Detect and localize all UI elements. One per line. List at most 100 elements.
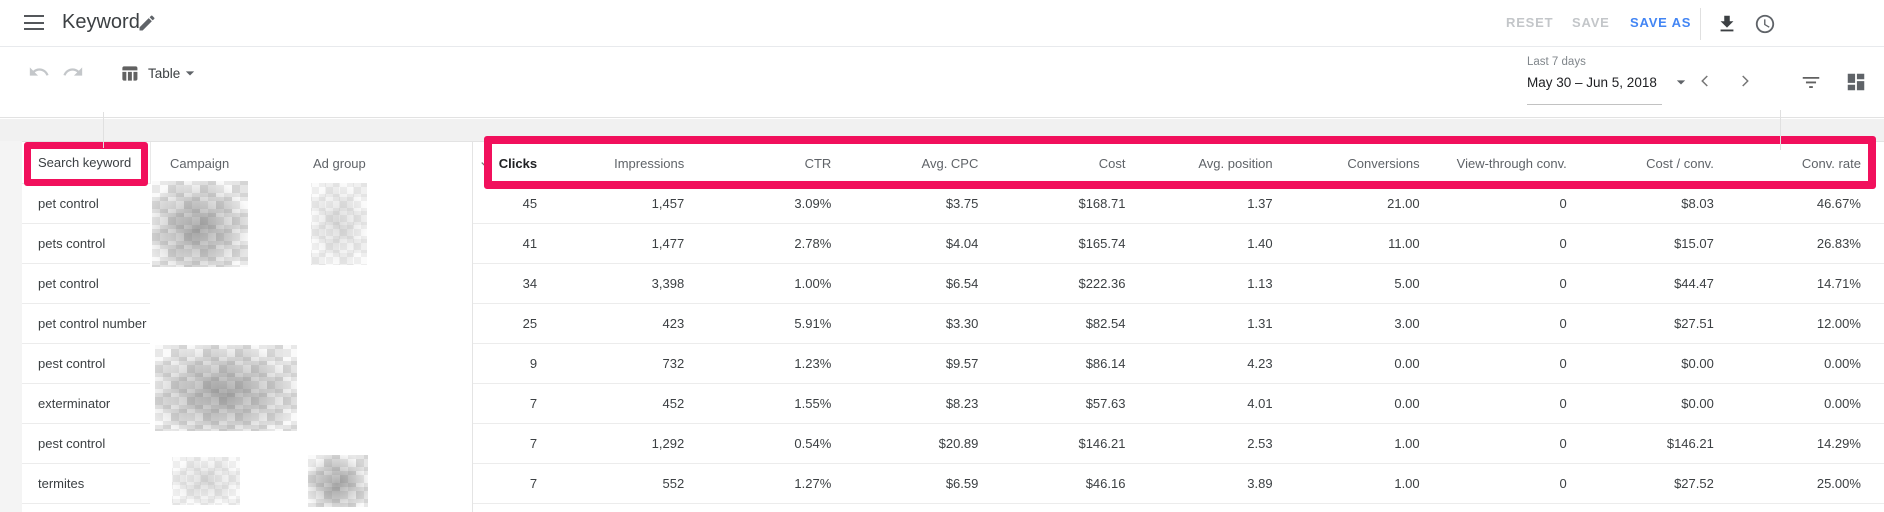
column-header-impressions[interactable]: Impressions [614,155,685,171]
metric-cell: $6.59 [945,476,979,491]
toolbar: Table Last 7 days May 30 – Jun 5, 2018 [0,48,1884,150]
metric-cell: $27.52 [1674,476,1714,491]
redaction-blur-ad-group-3 [308,455,368,507]
column-header-ctr[interactable]: CTR [804,155,832,171]
metric-cell: 1.00 [1394,436,1420,451]
metric-cell: 0.00% [1824,356,1861,371]
metric-cell: 1.13 [1247,276,1273,291]
metric-cell: 0 [1559,476,1567,491]
keyword-cell[interactable]: pets control [38,236,106,251]
date-preset-label: Last 7 days [1527,56,1586,68]
metric-cell: 25 [522,316,538,331]
metric-cell: $15.07 [1674,236,1714,251]
metric-cell: $0.00 [1681,356,1714,371]
keyword-cell[interactable]: pet control [38,276,99,291]
view-picker-dropdown[interactable]: Table [120,58,209,88]
keyword-cell[interactable]: termites [38,476,85,491]
metric-cell: $46.16 [1085,476,1126,491]
metric-cell: 0 [1559,436,1567,451]
metric-cell: 3.00 [1394,316,1420,331]
column-header-view-through-conv[interactable]: View-through conv. [1456,155,1567,171]
table-row: pest control 7 1,292 0.54% $20.89 $146.21 2.53… [22,424,1884,464]
column-header-avg-position[interactable]: Avg. position [1198,155,1273,171]
metric-cell: 0 [1559,356,1567,371]
column-header-conversions[interactable]: Conversions [1347,155,1420,171]
metric-cell: 46.67% [1816,196,1861,211]
metric-cell: 11.00 [1388,236,1420,251]
metric-cell: 12.00% [1816,316,1861,331]
metric-cell: 3,398 [651,276,685,291]
redaction-cover [150,184,472,512]
table-row: exterminator 7 452 1.55% $8.23 $57.63 4.01 0.00… [22,384,1884,424]
metric-cell: 0.54% [794,436,832,451]
keyword-cell[interactable]: pet control number [38,316,147,331]
metric-cell: $8.23 [945,396,979,411]
metric-cell: 1.00 [1394,476,1420,491]
edit-icon[interactable] [137,13,157,33]
download-icon[interactable] [1716,13,1738,35]
metric-cell: 452 [662,396,685,411]
appbar-divider [1700,8,1701,40]
save-as-button[interactable]: SAVE AS [1630,15,1692,30]
metric-cell: $86.14 [1085,356,1126,371]
metric-cell: $57.63 [1085,396,1126,411]
metric-cell: 1,292 [651,436,685,451]
table-view-icon [122,65,138,81]
metric-cell: 1.27% [794,476,832,491]
filter-icon[interactable] [1800,71,1822,93]
metric-cell: 0 [1559,196,1567,211]
content-area: Search keyword Campaign Ad group Clicks … [0,141,1884,512]
metric-cell: 3.89 [1247,476,1273,491]
chevron-down-icon [186,71,195,76]
redo-icon[interactable] [62,61,84,83]
undo-icon[interactable] [28,61,50,83]
column-header-ad-group[interactable]: Ad group [313,155,366,171]
metric-cell: 9 [529,356,538,371]
metric-cell: $222.36 [1078,276,1126,291]
reset-button[interactable]: RESET [1506,15,1554,30]
table-row: pet control 34 3,398 1.00% $6.54 $222.36 1.13 5… [22,264,1884,304]
metric-cell: 7 [529,396,538,411]
metric-cell: 0.00% [1824,396,1861,411]
metric-cell: $165.74 [1078,236,1126,251]
save-button[interactable]: SAVE [1572,15,1610,30]
metrics-column-divider [472,142,473,512]
column-header-conv-rate[interactable]: Conv. rate [1801,155,1861,171]
page-title: Keyword [62,11,140,33]
history-icon[interactable] [1754,13,1776,35]
metric-cell: 1.37 [1247,196,1273,211]
column-header-campaign[interactable]: Campaign [170,155,230,171]
sort-descending-icon [481,158,491,168]
previous-period-icon[interactable] [1694,70,1716,92]
column-header-cost[interactable]: Cost [1098,155,1126,171]
table-header-row: Search keyword Campaign Ad group Clicks … [22,142,1884,184]
column-header-cost-per-conv[interactable]: Cost / conv. [1646,155,1714,171]
keyword-cell[interactable]: pest control [38,356,106,371]
metric-cell: $6.54 [945,276,979,291]
metric-cell: 1.23% [794,356,832,371]
metric-cell: 0 [1559,316,1567,331]
columns-icon[interactable] [1845,71,1867,93]
metric-cell: $168.71 [1078,196,1126,211]
metric-cell: $20.89 [938,436,979,451]
view-picker-label: Table [148,65,181,81]
metric-cell: 1.40 [1247,236,1273,251]
keyword-cell[interactable]: exterminator [38,396,111,411]
metric-cell: $3.75 [945,196,979,211]
date-range-picker[interactable]: Last 7 days May 30 – Jun 5, 2018 [1527,56,1691,92]
column-header-clicks[interactable]: Clicks [413,156,560,171]
metric-cell: 26.83% [1816,236,1861,251]
metric-cell: $3.30 [945,316,979,331]
next-period-icon[interactable] [1734,70,1756,92]
column-header-search-keyword[interactable]: Search keyword [22,142,150,184]
menu-icon[interactable] [24,15,44,31]
report-table: Search keyword Campaign Ad group Clicks … [22,141,1884,512]
table-row: pet control 45 1,457 3.09% $3.75 $168.71 1.37 2… [22,184,1884,224]
keyword-cell[interactable]: pest control [38,436,106,451]
column-header-avg-cpc[interactable]: Avg. CPC [921,155,979,171]
keyword-cell[interactable]: pet control [38,196,99,211]
metric-cell: $146.21 [1078,436,1126,451]
redaction-blur-campaign-1 [152,181,248,267]
toolbar-divider-2 [1780,110,1781,150]
metric-cell: 5.00 [1394,276,1420,291]
